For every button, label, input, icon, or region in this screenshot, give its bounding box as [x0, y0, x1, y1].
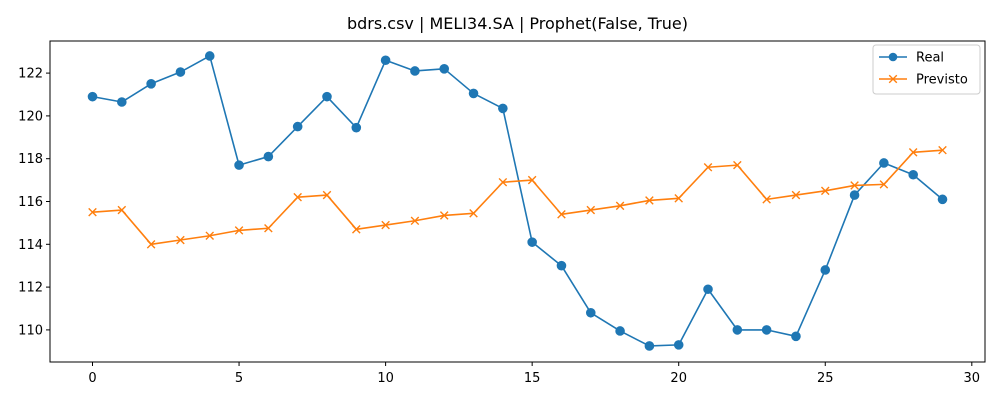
data-point — [703, 284, 713, 295]
data-point — [674, 193, 684, 203]
data-point — [937, 194, 948, 205]
plot-area — [50, 41, 985, 362]
data-point — [322, 91, 332, 102]
x-tick-label: 10 — [377, 371, 394, 386]
y-tick-label: 112 — [18, 281, 43, 296]
data-point — [586, 205, 596, 215]
x-tick-label: 0 — [88, 371, 96, 386]
data-point — [820, 186, 830, 196]
x-tick-label: 30 — [964, 371, 981, 386]
data-point — [820, 265, 831, 275]
data-point — [527, 237, 537, 247]
data-point — [733, 160, 742, 170]
data-point — [468, 88, 479, 99]
series-layer — [87, 51, 948, 351]
x-tick-label: 15 — [524, 371, 541, 386]
series-real — [87, 51, 948, 351]
data-point — [263, 151, 274, 162]
data-point — [527, 175, 537, 185]
data-point — [615, 201, 625, 211]
plot-background — [50, 41, 985, 362]
data-point — [703, 162, 713, 172]
data-point — [205, 231, 215, 241]
y-tick-label: 114 — [18, 238, 43, 253]
data-point — [380, 55, 391, 66]
data-point — [87, 91, 98, 102]
data-point — [351, 122, 362, 133]
legend-item: Previsto — [879, 73, 968, 88]
data-point — [791, 190, 801, 200]
y-tick-label: 118 — [18, 152, 43, 167]
data-point — [556, 260, 567, 271]
data-point — [908, 169, 918, 180]
data-point — [117, 97, 127, 107]
data-point — [234, 226, 244, 235]
data-point — [176, 235, 185, 245]
data-point — [615, 326, 625, 336]
chart-title: bdrs.csv | MELI34.SA | Prophet(False, Tr… — [347, 14, 688, 33]
data-point — [381, 220, 390, 230]
series-line — [92, 149, 943, 246]
data-point — [439, 211, 449, 220]
data-point — [791, 331, 801, 342]
legend-label: Real — [916, 51, 944, 66]
data-point — [908, 147, 918, 157]
series-line — [92, 55, 944, 347]
data-point — [498, 177, 508, 187]
data-point — [88, 207, 97, 217]
data-point — [322, 190, 332, 200]
data-point — [879, 180, 889, 189]
data-point — [762, 195, 771, 204]
data-point — [410, 216, 420, 226]
x-tick-label: 25 — [817, 371, 834, 386]
data-point — [293, 192, 302, 202]
data-point — [469, 208, 478, 218]
data-point — [645, 196, 654, 205]
data-point — [410, 66, 420, 76]
data-point — [146, 240, 156, 249]
y-tick-label: 122 — [18, 67, 43, 82]
data-point — [146, 79, 156, 89]
data-point — [439, 64, 450, 74]
series-previsto — [88, 145, 947, 249]
data-point — [117, 205, 127, 215]
data-point — [557, 210, 566, 219]
y-tick-label: 110 — [18, 323, 43, 338]
data-point — [351, 225, 361, 234]
x-tick-label: 5 — [235, 371, 243, 386]
data-point — [292, 121, 303, 132]
data-point — [175, 67, 186, 77]
data-point — [264, 223, 273, 233]
data-point — [498, 103, 508, 114]
data-point — [879, 158, 889, 168]
legend-label: Previsto — [916, 73, 968, 88]
data-point — [585, 307, 596, 318]
legend-item: Real — [879, 51, 944, 66]
axes: 0 5 10 15 20 25 30 110 112 114 116 118 120 122 — [18, 40, 986, 386]
plot-frame — [49, 40, 986, 363]
data-point — [850, 181, 859, 190]
legend-marker — [888, 52, 898, 62]
legend: Real Previsto — [872, 44, 981, 95]
data-point — [234, 160, 244, 170]
y-tick-label: 120 — [18, 109, 43, 124]
data-point — [938, 145, 947, 155]
data-point — [761, 325, 772, 335]
y-tick-label: 116 — [18, 195, 43, 210]
data-point — [204, 51, 215, 61]
data-point — [732, 325, 743, 335]
data-point — [673, 340, 684, 350]
x-tick-label: 20 — [670, 371, 687, 386]
legend-marker — [888, 74, 898, 84]
data-point — [849, 190, 860, 200]
data-point — [644, 341, 655, 351]
